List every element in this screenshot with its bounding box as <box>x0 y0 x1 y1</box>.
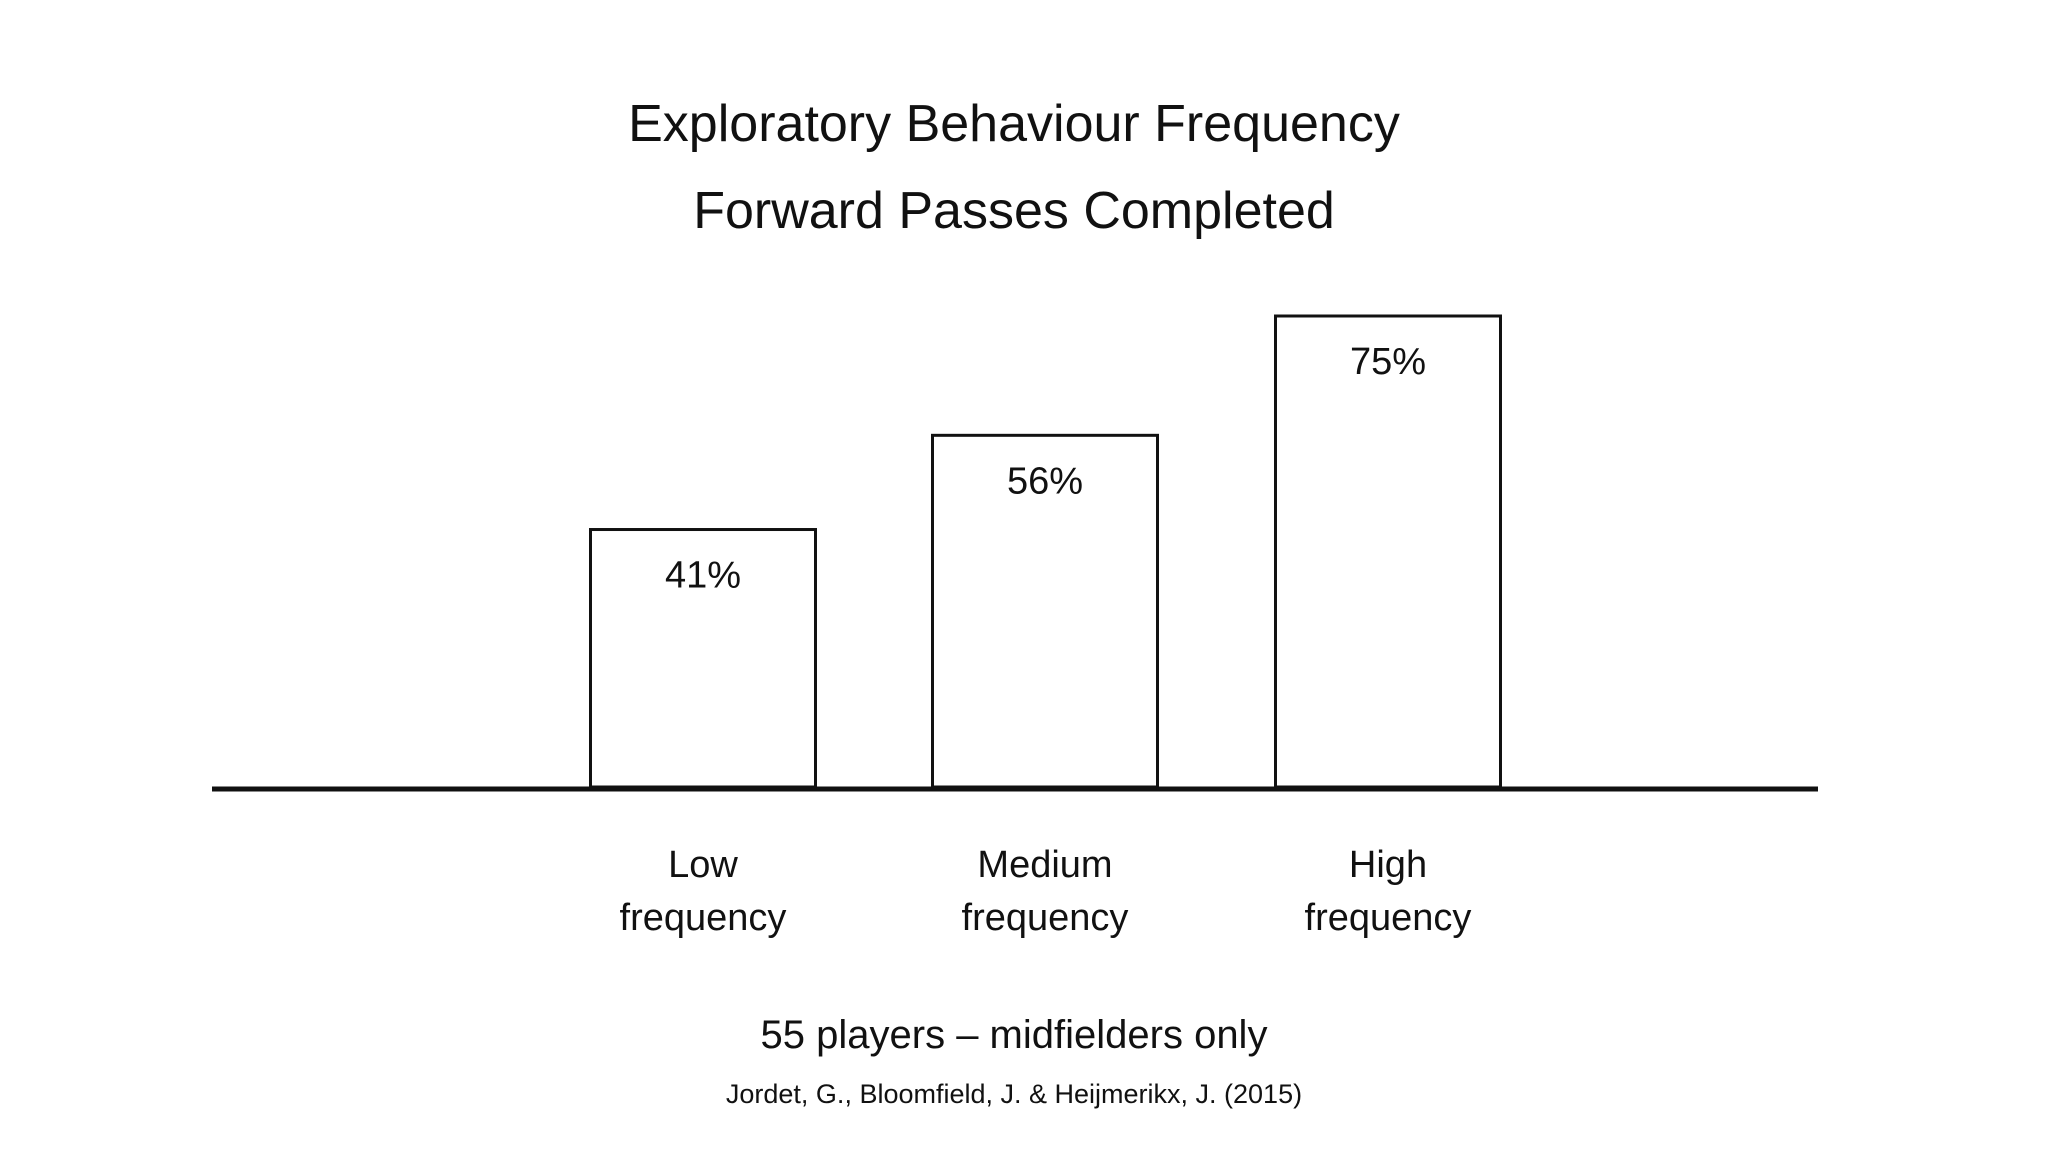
bar-value-label-1: 41% <box>665 555 741 597</box>
category-label-1-line-2: frequency <box>620 897 787 939</box>
category-label-3-line-2: frequency <box>1305 897 1472 939</box>
chart-title: Exploratory Behaviour Frequency <box>628 95 1400 153</box>
bar-value-label-2: 56% <box>1007 460 1083 502</box>
chart-subtitle: Forward Passes Completed <box>693 182 1335 240</box>
bar-3 <box>1274 314 1502 789</box>
chart-source: Jordet, G., Bloomfield, J. & Heijmerikx,… <box>726 1079 1302 1109</box>
chart-note: 55 players – midfielders only <box>761 1013 1268 1057</box>
category-label-1-line-1: Low <box>668 844 738 886</box>
bars-layer: 41% 56% 75% <box>589 314 1502 789</box>
bar-2 <box>931 433 1159 789</box>
category-labels-layer: Low frequency Medium frequency High frequency <box>620 844 1472 939</box>
category-label-3-line-1: High <box>1349 844 1427 886</box>
category-label-2-line-2: frequency <box>962 897 1129 939</box>
bar-1 <box>589 528 817 789</box>
bar-value-label-3: 75% <box>1350 341 1426 383</box>
category-label-2-line-1: Medium <box>977 844 1112 886</box>
